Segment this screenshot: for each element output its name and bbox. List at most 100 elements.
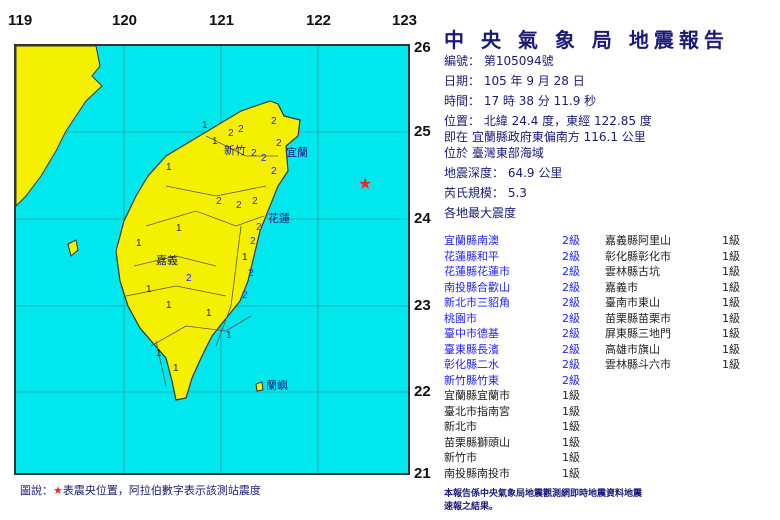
label-hsinchu: 新竹 [224,143,246,157]
report-depth: 地震深度： 64.9 公里 [444,166,563,180]
latitude-tick: 26 [414,39,431,56]
report-number: 編號： 第105094號 [444,54,554,68]
taiwan-island [115,100,301,401]
station-name: 桃園市 [444,311,477,325]
station-intensity: 1級 [722,249,740,263]
station-name: 苗栗縣苗栗市 [605,311,671,325]
svg-text:2: 2 [236,200,242,211]
china-coast [15,45,103,208]
svg-text:1: 1 [206,308,212,319]
latitude-tick: 21 [414,465,431,482]
svg-text:2: 2 [251,148,257,159]
station-name: 宜蘭縣宜蘭市 [444,389,510,402]
epicenter-star-icon: ★ [358,174,372,193]
station-intensity: 1級 [722,265,740,278]
station-name: 高雄市旗山 [605,342,660,356]
latitude-tick: 23 [414,297,431,314]
station-intensity: 2級 [562,234,580,247]
station-name: 南投縣合歡山 [444,280,510,294]
station-name: 臺北市指南宮 [444,404,510,418]
svg-text:2: 2 [252,196,258,207]
station-intensity: 2級 [562,342,580,356]
station-name: 新竹縣竹東 [444,373,499,387]
station-name: 新竹市 [444,451,477,464]
report-magnitude: 芮氏規模： 5.3 [444,186,527,200]
station-name: 新北市 [444,420,477,433]
svg-text:2: 2 [216,196,222,207]
label-chiayi: 嘉義 [156,253,178,267]
station-intensity: 2級 [562,358,580,371]
station-intensity: 2級 [562,296,580,309]
svg-text:2: 2 [228,128,234,139]
svg-text:2: 2 [238,124,244,135]
station-intensity: 1級 [722,311,740,325]
svg-text:1: 1 [202,120,208,131]
lanyu-island [255,381,264,392]
svg-text:2: 2 [242,290,248,301]
station-intensity: 2級 [562,311,580,325]
station-name: 雲林縣古坑 [605,265,660,278]
station-intensity: 2級 [562,373,580,387]
station-intensity: 1級 [722,234,740,247]
station-name: 屏東縣三地門 [605,327,671,340]
svg-text:2: 2 [248,268,254,279]
star-icon: ★ [53,484,63,497]
report-relative: 即在 宜蘭縣政府東偏南方 116.1 公里 [444,130,646,144]
svg-text:1: 1 [226,330,232,341]
station-name: 嘉義縣阿里山 [605,234,671,247]
station-name: 南投縣南投市 [444,466,510,480]
station-name: 花蓮縣花蓮市 [444,265,510,278]
svg-text:1: 1 [156,348,162,359]
latitude-tick: 25 [414,123,431,140]
station-intensity: 1級 [562,420,580,433]
svg-text:2: 2 [186,273,192,284]
station-intensity: 2級 [562,265,580,278]
svg-text:2: 2 [256,222,262,233]
station-intensity: 1級 [722,296,740,309]
station-intensity: 1級 [722,280,740,294]
svg-text:1: 1 [173,363,179,374]
label-yilan: 宜蘭 [286,145,308,159]
station-name: 雲林縣斗六市 [605,358,671,371]
report-title: 中 央 氣 象 局 地震報告 [444,28,729,52]
county-borders [125,135,278,387]
svg-text:1: 1 [136,238,142,249]
station-name: 彰化縣二水 [444,358,499,371]
station-name: 嘉義市 [605,280,638,294]
latitude-tick: 22 [414,383,431,400]
svg-text:2: 2 [271,116,277,127]
station-intensity: 1級 [562,389,580,402]
svg-text:2: 2 [276,138,282,149]
svg-text:2: 2 [261,153,267,164]
svg-text:1: 1 [166,300,172,311]
station-name: 彰化縣彰化市 [605,249,671,263]
longitude-tick: 120 [112,12,138,29]
legend: 圖說：★表震央位置，阿拉伯數字表示該測站震度 [20,482,261,498]
longitude-tick: 119 [8,12,33,29]
station-intensity: 1級 [562,451,580,464]
station-name: 花蓮縣和平 [444,249,499,263]
station-name: 臺中市德基 [444,327,499,340]
station-intensity: 1級 [562,435,580,449]
svg-text:1: 1 [166,162,172,173]
station-name: 新北市三貂角 [444,296,510,309]
report-date: 日期： 105 年 9 月 28 日 [444,74,585,88]
station-intensity: 1級 [562,404,580,418]
longitude-tick: 122 [306,12,332,29]
station-name: 臺南市東山 [605,296,660,309]
station-intensity: 1級 [722,358,740,371]
report-region: 位於 臺灣東部海域 [444,146,544,160]
svg-text:1: 1 [242,252,248,263]
station-intensity: 1級 [722,342,740,356]
legend-prefix: 圖說： [20,484,53,497]
svg-text:2: 2 [271,166,277,177]
report-time: 時間： 17 時 38 分 11.9 秒 [444,94,597,108]
station-name: 臺東縣長濱 [444,342,499,356]
station-intensity: 1級 [562,466,580,480]
longitude-tick: 121 [209,12,235,29]
report-info: 編號： 第105094號 日期： 105 年 9 月 28 日 時間： 17 時… [444,53,652,221]
